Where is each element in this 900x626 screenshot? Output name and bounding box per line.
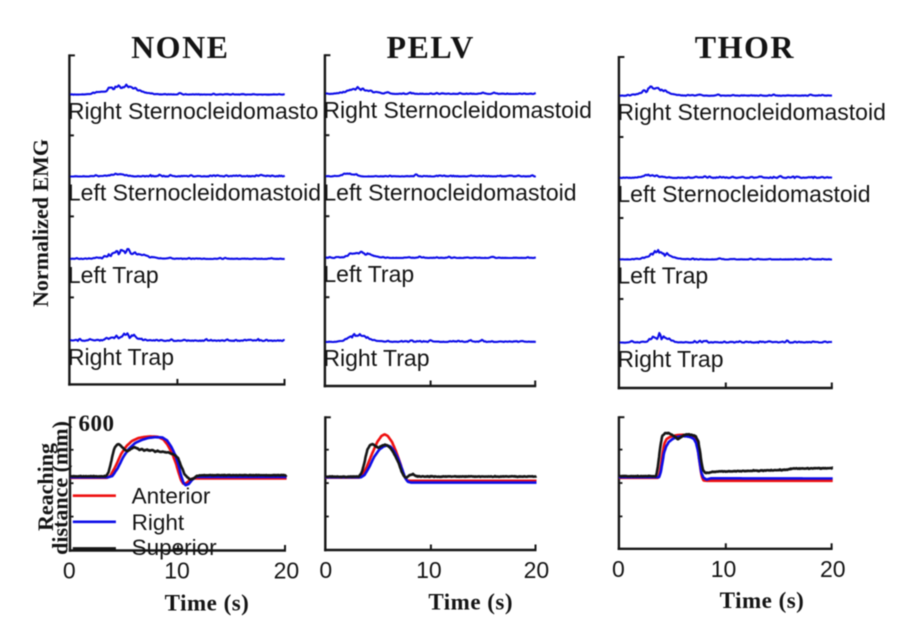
svg-text:0: 0: [612, 556, 625, 582]
svg-text:THOR: THOR: [695, 29, 795, 65]
svg-text:10: 10: [164, 558, 190, 584]
svg-text:Left Sternocleidomastoid: Left Sternocleidomastoid: [68, 180, 321, 206]
svg-text:Superior: Superior: [132, 535, 218, 560]
svg-text:Time (s): Time (s): [428, 589, 513, 614]
svg-text:600: 600: [79, 411, 115, 436]
svg-text:Left Sternocleidomastoid: Left Sternocleidomastoid: [617, 181, 870, 207]
svg-text:Time (s): Time (s): [165, 591, 250, 616]
svg-text:Right Sternocleidomastoid: Right Sternocleidomastoid: [68, 98, 336, 124]
svg-text:distance (mm): distance (mm): [48, 421, 73, 555]
svg-text:Right: Right: [132, 510, 185, 535]
svg-text:Right Trap: Right Trap: [323, 345, 429, 371]
svg-text:20: 20: [524, 557, 550, 583]
svg-text:Right Trap: Right Trap: [68, 344, 174, 370]
svg-text:Left Trap: Left Trap: [617, 263, 708, 289]
svg-text:0: 0: [63, 558, 76, 584]
svg-text:Left Trap: Left Trap: [68, 262, 159, 288]
svg-text:Time (s): Time (s): [720, 588, 805, 613]
svg-text:20: 20: [820, 556, 846, 582]
svg-text:Right Sternocleidomastoid: Right Sternocleidomastoid: [323, 97, 591, 123]
svg-text:Right Trap: Right Trap: [617, 346, 723, 372]
svg-text:Right Sternocleidomastoid: Right Sternocleidomastoid: [617, 99, 885, 125]
svg-text:20: 20: [274, 558, 300, 584]
svg-text:10: 10: [416, 557, 442, 583]
svg-text:NONE: NONE: [131, 29, 229, 65]
svg-text:Left Trap: Left Trap: [323, 261, 414, 287]
svg-text:Left Sternocleidomastoid: Left Sternocleidomastoid: [323, 180, 576, 206]
svg-text:Reaching: Reaching: [33, 443, 58, 531]
svg-text:10: 10: [711, 556, 737, 582]
svg-text:PELV: PELV: [386, 29, 474, 65]
svg-text:0: 0: [319, 557, 332, 583]
svg-text:Normalized EMG: Normalized EMG: [28, 139, 53, 307]
svg-text:Anterior: Anterior: [132, 484, 211, 509]
